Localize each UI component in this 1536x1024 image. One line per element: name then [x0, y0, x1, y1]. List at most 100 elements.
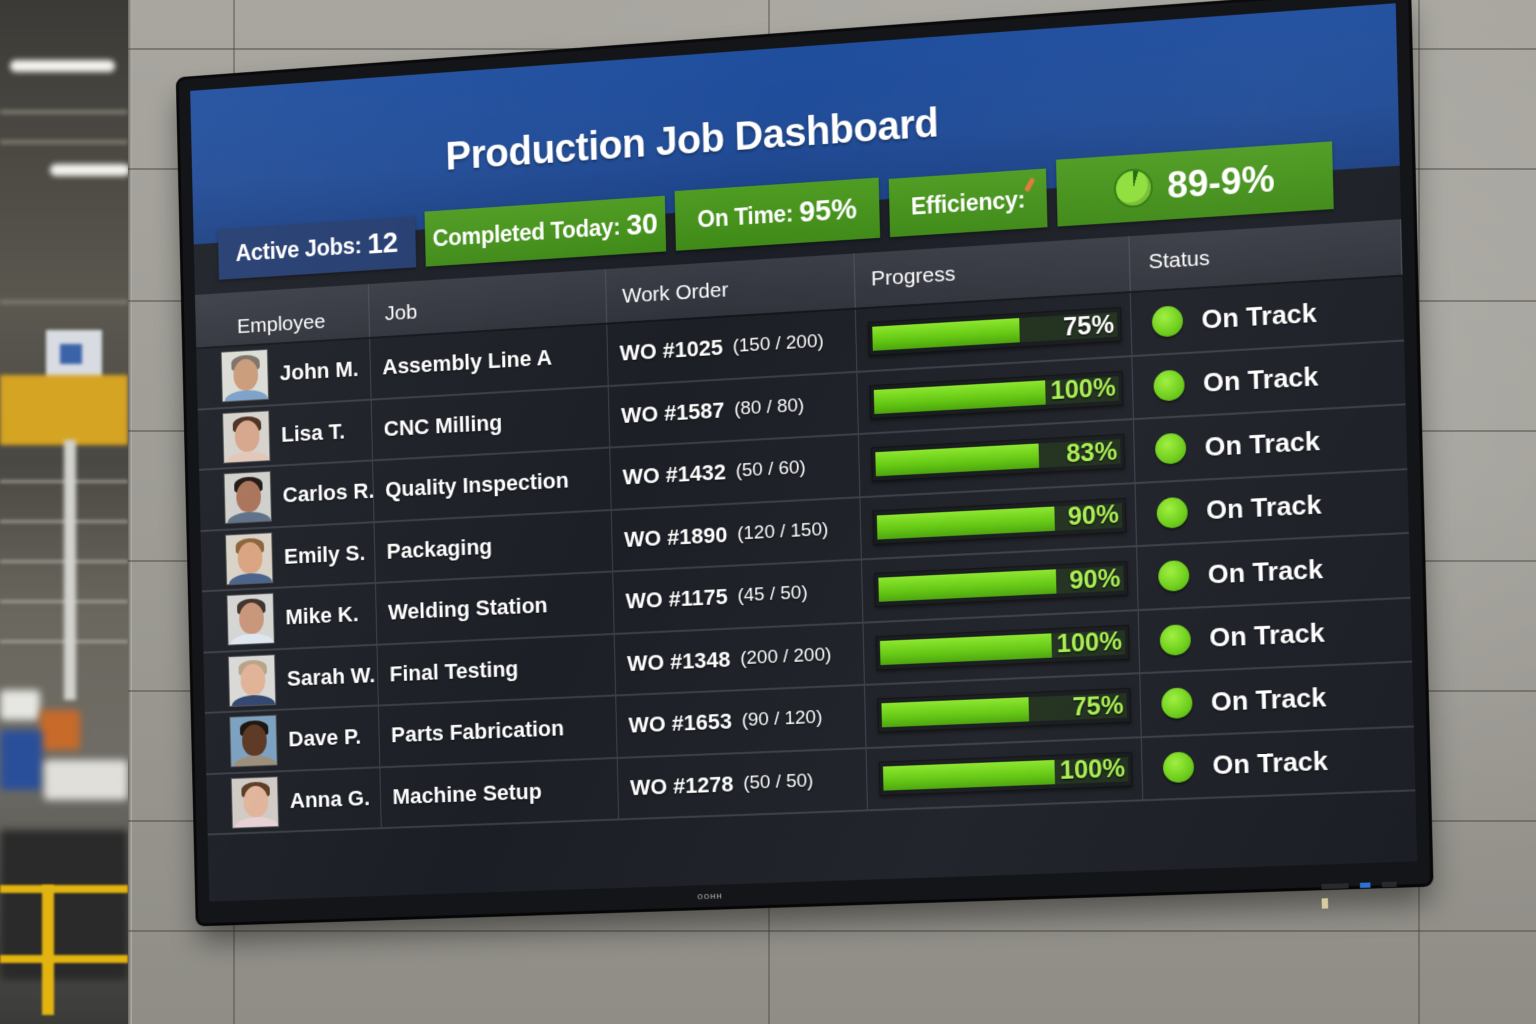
cell-work-order: WO #1890 (120 / 150)	[611, 497, 862, 571]
blurred-object	[0, 690, 40, 720]
power-led	[1321, 898, 1329, 909]
cell-status: On Track	[1136, 470, 1409, 545]
cell-job: Packaging	[374, 510, 614, 582]
work-order-id: WO #1278	[629, 771, 734, 800]
avatar-face	[237, 541, 263, 574]
status-label: On Track	[1210, 681, 1327, 717]
cell-work-order: WO #1348 (200 / 200)	[614, 623, 865, 695]
work-order-id: WO #1348	[626, 646, 731, 676]
cell-progress: 100%	[863, 610, 1141, 684]
avatar	[229, 714, 278, 768]
avatar-face	[233, 358, 259, 392]
cell-job: Machine Setup	[380, 758, 620, 828]
blurred-object	[40, 710, 80, 750]
cell-job: Quality Inspection	[373, 448, 612, 521]
avatar-shirt	[233, 755, 277, 768]
yellow-railing	[0, 885, 128, 893]
work-order-id: WO #1025	[619, 334, 724, 366]
kpi-efficiency-label: Efficiency:	[888, 168, 1048, 238]
kpi-value: 95%	[798, 192, 858, 229]
progress-percent: 90%	[1067, 500, 1120, 532]
employee-name: Carlos R.	[282, 478, 375, 508]
avatar-shirt	[224, 389, 269, 403]
port	[1321, 883, 1349, 890]
employee-name: Sarah W.	[286, 662, 376, 691]
progress-percent: 75%	[1072, 690, 1124, 722]
cell-work-order: WO #1278 (50 / 50)	[617, 748, 868, 819]
usb-port	[1360, 882, 1371, 888]
wall-sign	[46, 330, 102, 382]
wall-mounted-tv: Production Job Dashboard Active Jobs: 12…	[178, 0, 1431, 924]
status-label: On Track	[1205, 489, 1322, 526]
avatar	[220, 349, 270, 403]
avatar	[226, 593, 275, 646]
kpi-active-jobs: Active Jobs: 12	[217, 216, 417, 280]
cell-progress: 90%	[861, 547, 1139, 622]
work-order-id: WO #1432	[622, 459, 727, 490]
employee-name: Lisa T.	[280, 418, 346, 447]
cell-job: Welding Station	[375, 572, 615, 644]
work-order-quantity: (80 / 80)	[733, 394, 805, 420]
cell-employee: Sarah W.	[203, 645, 379, 712]
cell-employee: Mike K.	[201, 583, 378, 652]
cell-status: On Track	[1137, 534, 1410, 609]
ceiling-light	[50, 164, 128, 176]
kpi-label: Active Jobs:	[235, 231, 362, 266]
status-dot-icon	[1161, 687, 1193, 720]
blurred-object	[44, 760, 128, 800]
cell-progress: 90%	[860, 483, 1138, 559]
tv-brand-logo: OOHH	[697, 892, 723, 902]
yellow-railing-post	[42, 885, 54, 1015]
avatar-shirt	[234, 816, 279, 829]
cell-job: Final Testing	[377, 634, 617, 705]
status-dot-icon	[1156, 496, 1189, 529]
kpi-completed-today: Completed Today: 30	[424, 195, 667, 267]
table-body: John M. Assembly Line A WO #1025 (150 / …	[196, 276, 1416, 836]
status-label: On Track	[1201, 297, 1318, 335]
progress-bar: 90%	[874, 561, 1129, 608]
employee-name: Anna G.	[289, 785, 371, 813]
avatar-face	[234, 419, 260, 453]
progress-fill	[879, 633, 1052, 665]
cell-work-order: WO #1432 (50 / 60)	[610, 435, 861, 509]
kpi-value: 89-9%	[1166, 157, 1276, 207]
progress-fill	[876, 506, 1055, 540]
work-order-id: WO #1890	[623, 521, 728, 552]
blurred-object	[0, 730, 42, 790]
cell-work-order: WO #1587 (80 / 80)	[608, 372, 859, 447]
avatar-face	[240, 663, 266, 696]
progress-percent: 100%	[1056, 627, 1123, 659]
progress-percent: 100%	[1059, 754, 1126, 786]
pie-chart-icon	[1113, 167, 1154, 209]
cell-status: On Track	[1142, 727, 1416, 799]
progress-fill	[872, 318, 1020, 352]
avatar-shirt	[230, 633, 275, 646]
progress-percent: 100%	[1050, 373, 1117, 406]
progress-percent: 90%	[1068, 563, 1121, 595]
progress-fill	[882, 759, 1056, 791]
employee-name: Mike K.	[285, 601, 359, 630]
status-dot-icon	[1153, 369, 1185, 402]
cell-progress: 100%	[866, 737, 1144, 810]
avatar	[230, 775, 280, 829]
cell-status: On Track	[1139, 598, 1412, 672]
pin-icon	[1024, 177, 1036, 193]
cell-work-order: WO #1653 (90 / 120)	[616, 685, 867, 757]
cell-status: On Track	[1140, 663, 1414, 736]
kpi-label: Completed Today:	[432, 213, 621, 251]
status-dot-icon	[1151, 305, 1184, 338]
ceiling-beam	[0, 140, 128, 144]
progress-fill	[881, 697, 1030, 728]
progress-bar: 75%	[868, 307, 1122, 357]
yellow-railing	[0, 955, 128, 963]
avatar-face	[243, 785, 269, 818]
progress-bar: 100%	[875, 624, 1130, 671]
avatar-shirt	[225, 450, 270, 464]
cell-progress: 75%	[864, 674, 1142, 747]
progress-fill	[875, 443, 1040, 477]
employee-name: John M.	[279, 356, 359, 386]
work-order-quantity: (50 / 60)	[735, 457, 807, 482]
progress-bar: 100%	[878, 751, 1133, 796]
work-order-id: WO #1653	[628, 708, 733, 738]
avatar-face	[238, 602, 265, 635]
